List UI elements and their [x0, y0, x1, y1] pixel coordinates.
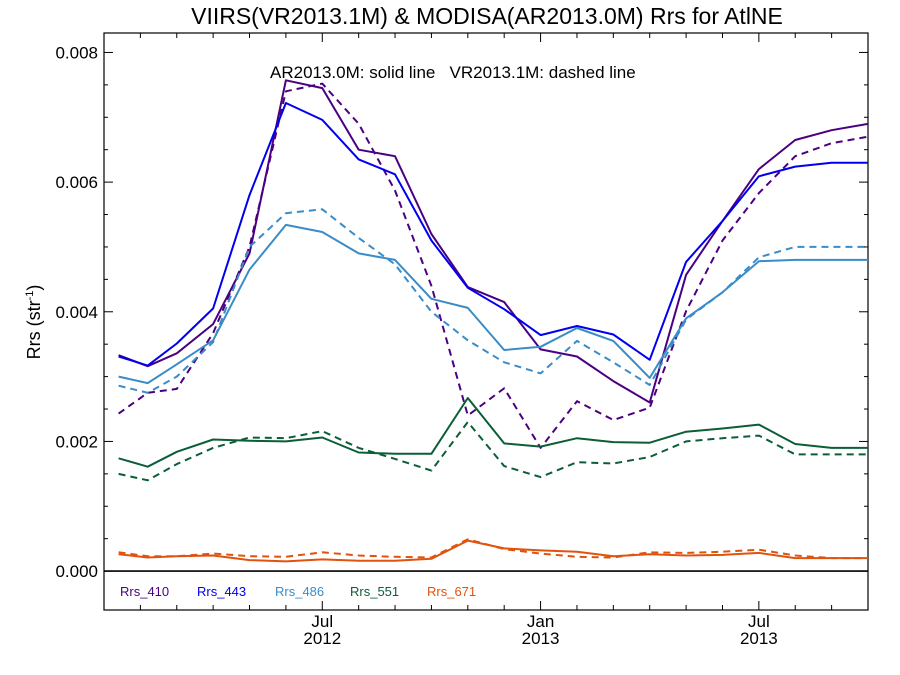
- y-tick-label: 0.004: [55, 303, 98, 322]
- series-line-rrs-551-solid: [118, 397, 868, 468]
- y-tick-label: 0.006: [55, 173, 98, 192]
- y-tick-label: 0.002: [55, 432, 98, 451]
- plot-area: [118, 79, 868, 563]
- y-axis-label: Rrs (str-1): [24, 285, 44, 360]
- x-tick-label-month: Jan: [527, 612, 554, 631]
- y-axis-label-superscript: -1: [24, 291, 36, 301]
- y-tick-label: 0.000: [55, 562, 98, 581]
- series-line-rrs-410-dashed: [118, 82, 868, 449]
- legend-entry-rrs-486: Rrs_486: [275, 584, 324, 599]
- y-axis-label-close: ): [24, 285, 44, 291]
- series-line-rrs-671-solid: [118, 539, 868, 563]
- chart-title: VIIRS(VR2013.1M) & MODISA(AR2013.0M) Rrs…: [191, 3, 783, 29]
- y-tick-label: 0.008: [55, 43, 98, 62]
- series-line-rrs-410-solid: [118, 79, 868, 404]
- x-tick-label-year: 2012: [303, 629, 341, 648]
- legend-entry-rrs-410: Rrs_410: [120, 584, 169, 599]
- series-line-rrs-551-dashed: [118, 421, 868, 482]
- legend-entry-rrs-443: Rrs_443: [197, 584, 246, 599]
- x-tick-label-year: 2013: [522, 629, 560, 648]
- legend-entry-rrs-671: Rrs_671: [427, 584, 476, 599]
- x-tick-label-month: Jul: [311, 612, 333, 631]
- plot-frame: [103, 32, 869, 611]
- series-line-rrs-486-dashed: [118, 208, 868, 394]
- x-tick-label-month: Jul: [748, 612, 770, 631]
- x-tick-label-year: 2013: [740, 629, 778, 648]
- series-line-rrs-443-solid: [118, 102, 868, 367]
- series-line-rrs-671-dashed: [118, 538, 868, 560]
- legend: Rrs_410 Rrs_443 Rrs_486 Rrs_551 Rrs_671: [120, 584, 476, 599]
- line-style-annotation: AR2013.0M: solid line VR2013.1M: dashed …: [270, 63, 636, 82]
- series-line-rrs-486-solid: [118, 223, 868, 385]
- y-axis-label-main: Rrs (str: [24, 300, 44, 359]
- legend-entry-rrs-551: Rrs_551: [350, 584, 399, 599]
- y-axis: 0.000 0.002 0.004 0.006 0.008: [55, 43, 868, 581]
